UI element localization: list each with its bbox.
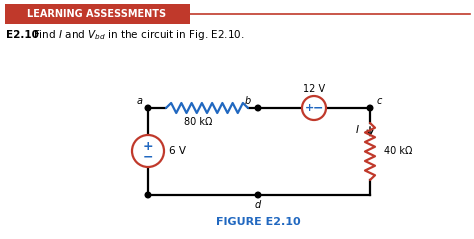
Text: +: + — [305, 103, 315, 113]
FancyBboxPatch shape — [5, 4, 190, 24]
Text: Find $I$ and $V_{bd}$ in the circuit in Fig. E2.10.: Find $I$ and $V_{bd}$ in the circuit in … — [33, 28, 245, 42]
Circle shape — [255, 105, 261, 111]
Text: b: b — [245, 96, 251, 106]
Text: FIGURE E2.10: FIGURE E2.10 — [216, 217, 301, 227]
Circle shape — [145, 192, 151, 198]
Circle shape — [367, 105, 373, 111]
Circle shape — [132, 135, 164, 167]
Text: d: d — [255, 200, 261, 210]
Text: LEARNING ASSESSMENTS: LEARNING ASSESSMENTS — [27, 9, 166, 19]
Circle shape — [255, 192, 261, 198]
Text: c: c — [376, 96, 382, 106]
Text: 40 kΩ: 40 kΩ — [384, 146, 412, 156]
Circle shape — [145, 105, 151, 111]
Text: −: − — [143, 151, 153, 163]
Text: a: a — [137, 96, 143, 106]
Text: 12 V: 12 V — [303, 84, 325, 94]
Circle shape — [302, 96, 326, 120]
Text: E2.10: E2.10 — [6, 30, 39, 40]
Text: +: + — [143, 140, 153, 152]
Text: −: − — [313, 102, 323, 114]
Text: 6 V: 6 V — [169, 146, 186, 156]
Text: 80 kΩ: 80 kΩ — [184, 117, 212, 127]
Text: I: I — [356, 125, 358, 135]
